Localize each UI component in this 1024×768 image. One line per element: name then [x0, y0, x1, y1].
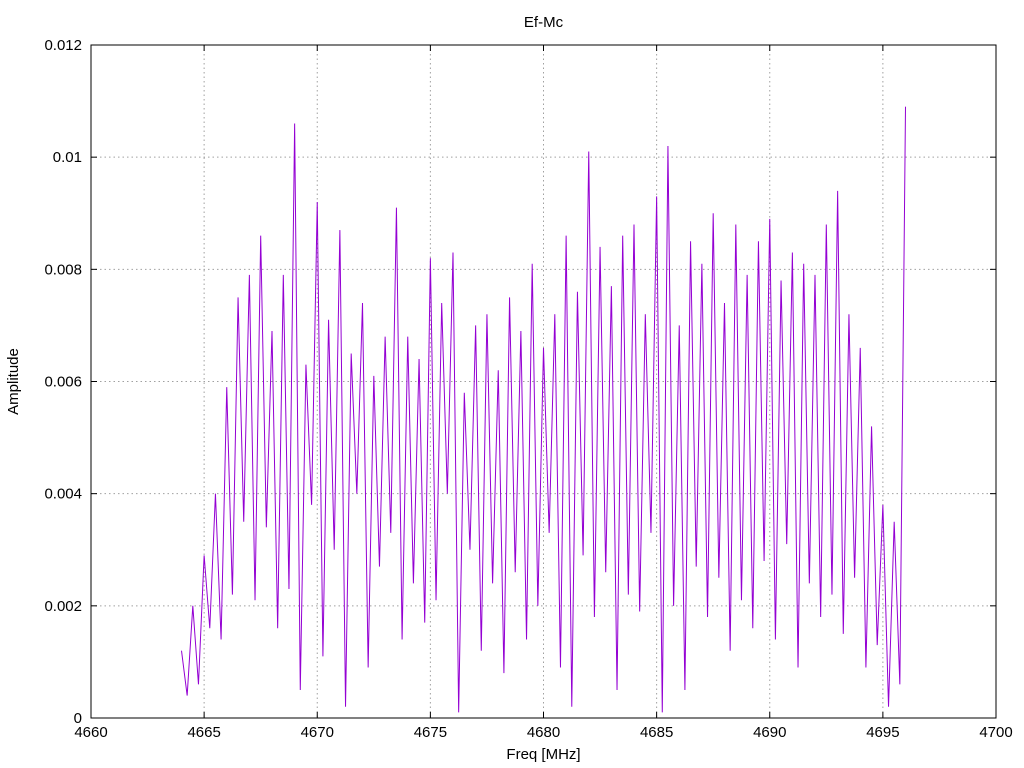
y-tick-label: 0.002 — [44, 598, 82, 615]
y-tick-label: 0.012 — [44, 37, 82, 54]
x-tick-label: 4660 — [74, 724, 107, 741]
x-tick-label: 4675 — [414, 724, 447, 741]
x-tick-label: 4700 — [979, 724, 1012, 741]
x-tick-label: 4665 — [187, 724, 220, 741]
grid — [91, 45, 996, 718]
ticks — [90, 44, 997, 719]
x-tick-label: 4690 — [753, 724, 786, 741]
x-tick-label: 4670 — [301, 724, 334, 741]
y-tick-label: 0.006 — [44, 374, 82, 391]
y-tick-label: 0.01 — [53, 149, 82, 166]
chart-title: Ef-Mc — [524, 14, 564, 31]
x-tick-label: 4685 — [640, 724, 673, 741]
x-tick-label: 4695 — [866, 724, 899, 741]
y-axis-title: Amplitude — [5, 348, 22, 415]
y-tick-label: 0.004 — [44, 486, 82, 503]
x-tick-label: 4680 — [527, 724, 560, 741]
x-axis-title: Freq [MHz] — [506, 746, 580, 763]
y-tick-label: 0 — [74, 710, 82, 727]
y-tick-labels: 0 0.002 0.004 0.006 0.008 0.01 0.012 — [44, 37, 82, 727]
y-tick-label: 0.008 — [44, 261, 82, 278]
series-layer — [181, 106, 906, 713]
x-tick-labels: 4660 4665 4670 4675 4680 4685 4690 4695 4700 — [74, 724, 1012, 741]
series-line — [181, 106, 906, 713]
